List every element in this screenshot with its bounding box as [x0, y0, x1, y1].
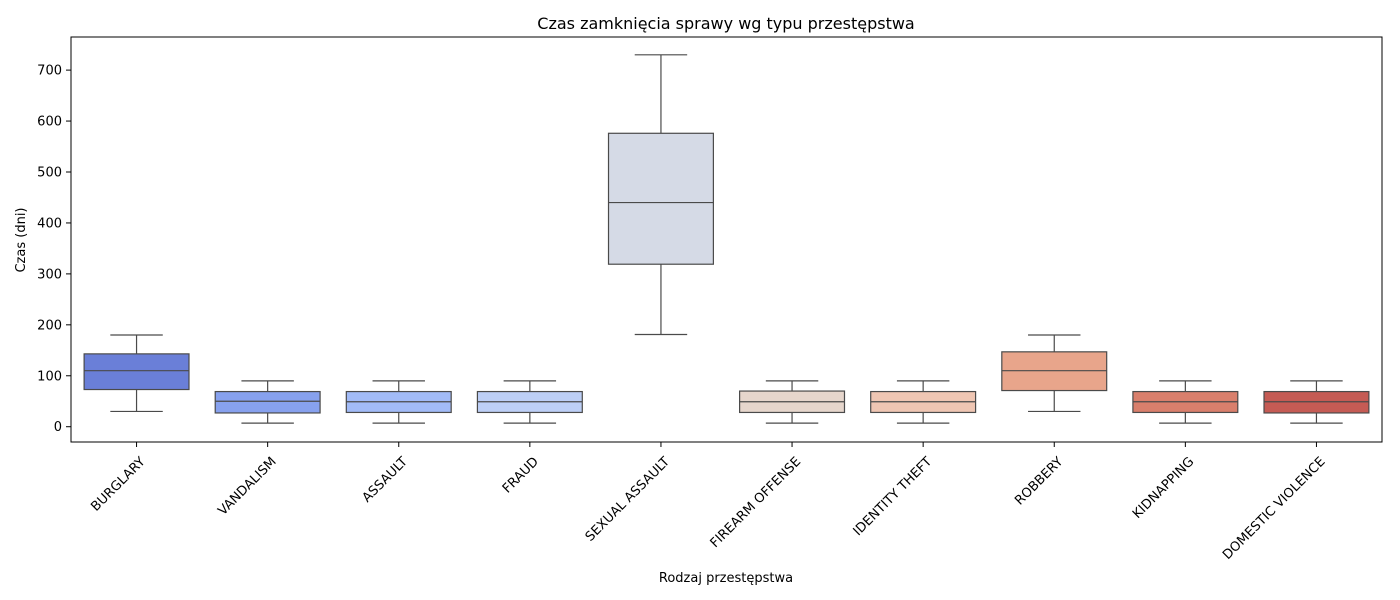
y-tick-label: 300 [37, 267, 62, 282]
chart-title: Czas zamknięcia sprawy wg typu przestęps… [537, 14, 914, 33]
x-tick-label: IDENTITY THEFT [851, 454, 936, 539]
y-axis-label: Czas (dni) [14, 207, 29, 272]
x-tick-label: FIREARM OFFENSE [708, 454, 804, 550]
y-tick-label: 200 [37, 318, 62, 333]
box-iqr [607, 132, 714, 265]
x-tick-label: ROBBERY [1012, 454, 1066, 508]
x-tick-label: SEXUAL ASSAULT [583, 454, 673, 544]
y-tick-label: 700 [37, 64, 62, 79]
y-tick-label: 100 [37, 369, 62, 384]
plot-frame [70, 36, 1383, 443]
x-tick-label: ASSAULT [360, 454, 411, 505]
box-iqr [83, 353, 190, 391]
x-tick-label: VANDALISM [215, 454, 279, 518]
y-tick-label: 600 [37, 115, 62, 130]
x-tick-label: KIDNAPPING [1130, 454, 1197, 521]
x-tick-label: FRAUD [500, 454, 542, 496]
y-tick-label: 500 [37, 166, 62, 181]
plot-area: 0 100 200 300 400 500 600 700 BURGLARY VANDALISM A… [37, 54, 1370, 563]
x-tick-label: DOMESTIC VIOLENCE [1220, 454, 1328, 562]
y-tick-label: 0 [54, 420, 62, 435]
y-tick-label: 400 [37, 216, 62, 231]
box-iqr [214, 390, 321, 414]
x-axis-label: Rodzaj przestępstwa [659, 571, 793, 586]
x-tick-label: BURGLARY [88, 454, 148, 514]
